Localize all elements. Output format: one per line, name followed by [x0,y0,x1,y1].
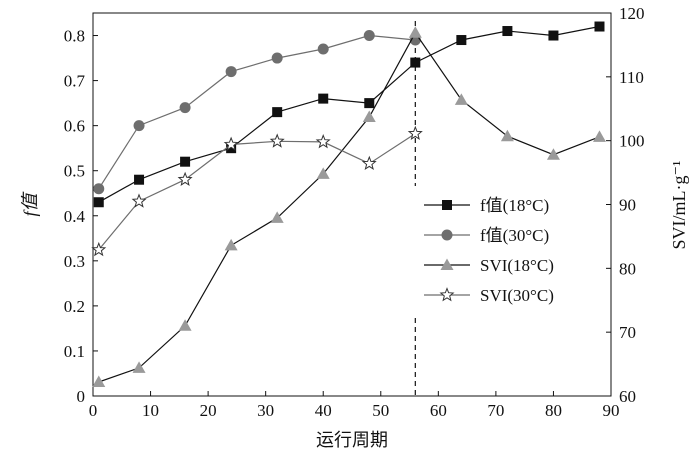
y-right-tick-label: 70 [619,323,636,342]
x-tick-label: 20 [200,401,217,420]
data-point [133,120,145,132]
data-point [361,155,377,171]
y-left-tick-label: 0.8 [64,27,85,46]
data-point [131,193,147,208]
x-tick-label: 90 [603,401,620,420]
y-right-tick-label: 90 [619,196,636,215]
y-right-tick-label: 80 [619,259,636,278]
series-line [98,31,600,383]
data-point [178,319,192,331]
series-3 [91,125,423,257]
y-axis-right: 60 70 80 90 100 110 120 [606,4,645,406]
data-point [92,375,106,387]
data-point [132,361,146,373]
y-left-tick-label: 0.7 [64,72,86,91]
y-left-tick-label: 0.1 [64,342,85,361]
data-point [548,30,559,41]
y-right-tick-label: 60 [619,387,636,406]
legend-label: f值(18°C) [480,196,549,215]
data-point [223,136,239,151]
data-point [224,238,238,251]
data-point [454,93,468,105]
series-layer [91,21,606,387]
data-point [317,43,329,55]
data-point [456,35,467,46]
data-point [269,133,285,148]
legend-label: f值(30°C) [480,226,549,245]
data-point [594,21,605,32]
data-point [363,30,375,42]
data-point [364,98,375,109]
x-tick-label: 50 [372,401,389,420]
data-point [93,197,104,208]
series-0 [93,21,605,208]
data-point [226,143,237,154]
data-point [91,241,107,257]
series-2 [92,26,606,387]
series-line [98,25,600,203]
legend-label: SVI(18°C) [480,256,554,275]
y-right-tick-label: 110 [619,68,644,87]
legend-marker [440,258,454,270]
y-left-tick-label: 0.2 [64,297,85,316]
series-1 [93,30,421,195]
data-point [177,171,193,187]
data-point [502,26,513,37]
y-axis-right-title: SVI/mL·g⁻¹ [669,161,689,250]
data-point [410,57,421,68]
legend-marker [442,200,452,210]
legend: f值(18°C) f值(30°C) SVI(18°C) SVI(30°C) [412,186,587,316]
data-point [225,66,237,78]
y-right-tick-label: 120 [619,4,645,23]
legend-label: SVI(30°C) [480,286,554,305]
data-point [408,26,422,38]
y-right-tick-label: 100 [619,132,645,151]
x-tick-label: 80 [545,401,562,420]
data-point [318,93,329,104]
y-left-tick-label: 0 [77,387,86,406]
x-tick-label: 0 [89,401,98,420]
legend-marker [439,287,455,302]
x-tick-label: 40 [315,401,332,420]
data-point [362,110,376,123]
data-point [180,156,191,167]
data-point [134,174,145,185]
data-point [179,102,191,114]
legend-box [412,186,587,316]
data-point [592,130,606,142]
y-left-tick-label: 0.6 [64,117,85,136]
series-line [98,34,416,190]
data-point [407,125,423,141]
data-point [500,129,514,142]
x-tick-label: 10 [142,401,159,420]
data-point [546,148,560,160]
y-axis-left: 0 0.1 0.2 0.3 0.4 0.5 0.6 0.7 0.8 [64,27,98,406]
data-point [271,52,283,64]
x-axis: 0 10 20 30 40 50 60 70 80 90 [89,391,620,420]
y-left-tick-label: 0.4 [64,207,86,226]
data-point [270,211,284,223]
data-point [93,183,105,195]
y-axis-left-title: f值 [20,191,40,217]
x-tick-label: 30 [257,401,274,420]
x-tick-label: 60 [430,401,447,420]
series-line [98,133,416,251]
data-point [272,107,283,118]
y-left-tick-label: 0.3 [64,252,85,271]
data-point [315,134,331,149]
y-left-tick-label: 0.5 [64,162,85,181]
legend-marker [441,229,453,241]
data-point [316,167,330,179]
x-tick-label: 70 [487,401,504,420]
x-axis-title: 运行周期 [316,430,388,450]
